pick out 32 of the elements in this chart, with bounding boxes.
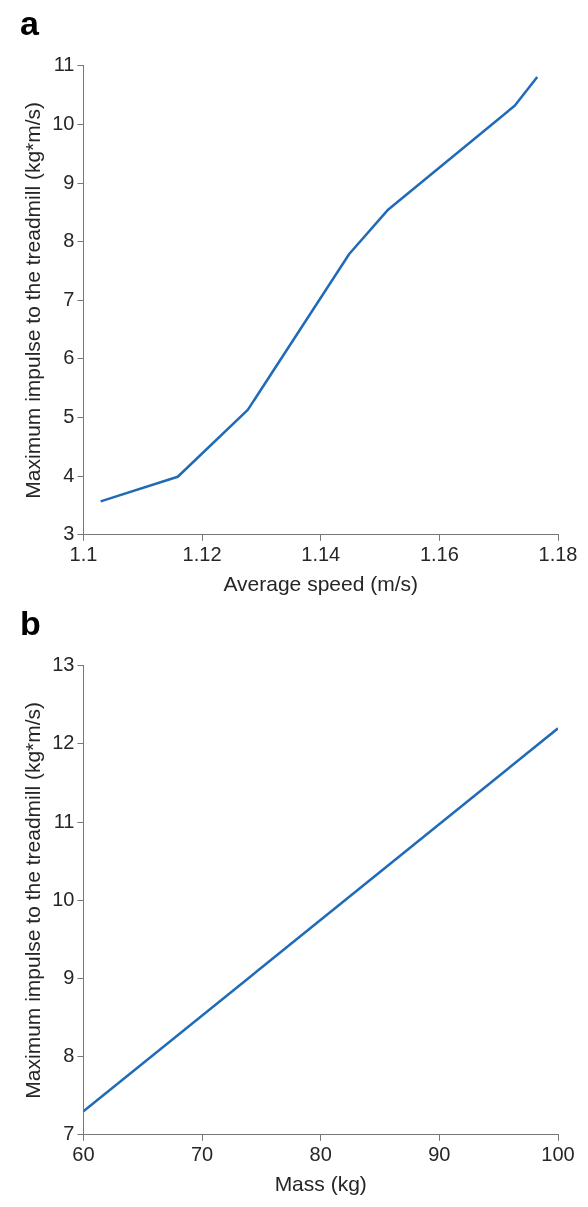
y-axis-title: Maximum impulse to the treadmill (kg*m/s): [21, 101, 45, 499]
y-tick-label: 7: [63, 287, 75, 310]
y-tick-label: 8: [63, 1044, 75, 1067]
x-tick-label: 1.1: [69, 543, 98, 566]
x-tick-label: 1.14: [301, 543, 341, 566]
x-tick-label: 90: [428, 1143, 451, 1166]
x-axis-title: Mass (kg): [274, 1172, 367, 1196]
x-tick-label: 60: [72, 1143, 95, 1166]
x-tick-label: 100: [541, 1143, 575, 1166]
y-tick-label: 6: [63, 346, 75, 369]
y-tick-label: 13: [52, 653, 75, 676]
y-tick-label: 5: [63, 405, 75, 428]
y-tick-label: 9: [63, 965, 75, 988]
y-tick-label: 11: [53, 53, 75, 76]
x-tick-label: 1.18: [538, 543, 578, 566]
chart-title: a: [20, 3, 40, 42]
x-axis-title: Average speed (m/s): [223, 572, 418, 596]
y-tick-label: 7: [63, 1122, 75, 1145]
chart-title: b: [20, 603, 41, 642]
y-tick-label: 10: [52, 111, 75, 134]
x-tick-label: 80: [309, 1143, 332, 1166]
y-tick-label: 12: [52, 731, 75, 754]
y-tick-label: 4: [63, 463, 75, 486]
y-tick-label: 10: [52, 887, 75, 910]
y-tick-label: 3: [63, 522, 75, 545]
y-tick-label: 9: [63, 170, 75, 193]
y-tick-label: 11: [53, 809, 75, 832]
x-tick-label: 70: [190, 1143, 214, 1166]
x-tick-label: 1.16: [419, 543, 459, 566]
y-axis-title: Maximum impulse to the treadmill (kg*m/s): [21, 701, 45, 1099]
y-tick-label: 8: [63, 229, 75, 252]
x-tick-label: 1.12: [182, 543, 222, 566]
